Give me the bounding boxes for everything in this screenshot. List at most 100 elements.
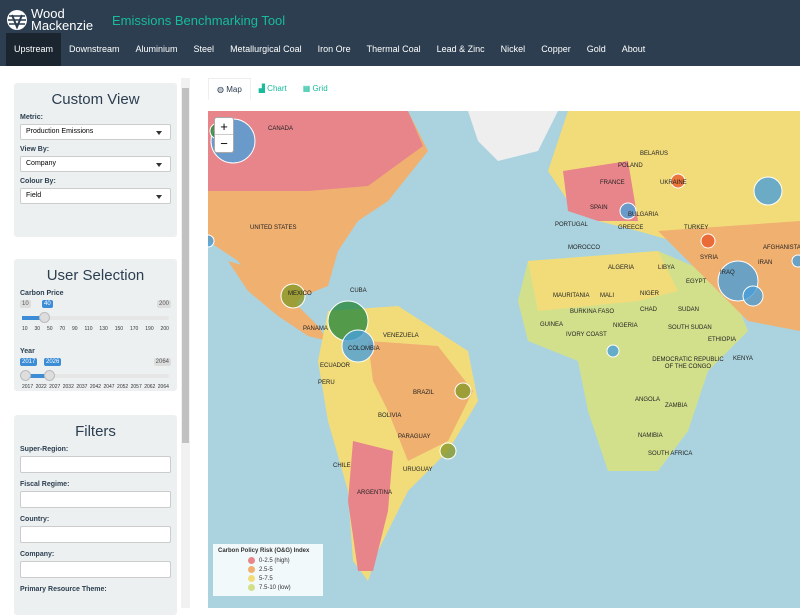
app-title: Emissions Benchmarking Tool xyxy=(112,13,286,28)
logo[interactable]: Wood Mackenzie xyxy=(6,6,93,32)
filter-input[interactable] xyxy=(20,491,171,508)
logo-text: Wood xyxy=(31,6,65,21)
country-label: SUDAN xyxy=(678,307,700,313)
slider-from: 2017 xyxy=(20,358,38,366)
sidebar-scrollbar[interactable] xyxy=(181,78,190,608)
country-label: MEXICO xyxy=(288,291,312,297)
map[interactable]: + − CANADA UNITED STATES MEXICO CUBA VENEZUE… xyxy=(208,111,800,608)
slider-min: 10 xyxy=(20,300,31,308)
slider-ticks: 10 30 50 70 90 110 130 150 170 190 200 xyxy=(22,326,169,332)
country-label: IRAQ xyxy=(720,270,735,276)
legend-label: 7.5-10 (low) xyxy=(259,584,291,591)
year-slider[interactable]: 2017 2026 2064 2017 2022 2027 2032 2037 2042 2… xyxy=(20,358,171,402)
carbon-price-slider[interactable]: 10 40 200 10 30 50 70 90 110 130 150 170 190 200 xyxy=(20,300,171,344)
tick-label: 2037 xyxy=(76,384,88,390)
sidebar: Custom View Metric: Production Emissions… xyxy=(0,66,192,615)
legend-swatch xyxy=(248,566,255,573)
emissions-bubble[interactable] xyxy=(742,285,764,307)
nav-metallurgical-coal[interactable]: Metallurgical Coal xyxy=(230,44,302,54)
colour-by-select[interactable]: Field xyxy=(20,188,171,204)
nav-gold[interactable]: Gold xyxy=(586,44,606,54)
tab-chart[interactable]: ▟ Chart xyxy=(251,78,295,100)
tick-label: 130 xyxy=(99,326,108,332)
country-label: NIGERIA xyxy=(613,323,638,329)
country-label: UKRAINE xyxy=(660,180,687,186)
tick-label: 190 xyxy=(145,326,154,332)
slider-to: 2026 xyxy=(44,358,62,366)
slider-ticks: 2017 2022 2027 2032 2037 2042 2047 2052 2057 2062… xyxy=(22,384,169,390)
tick-label: 170 xyxy=(129,326,139,332)
country-label: SOUTH SUDAN xyxy=(668,325,712,331)
country-label: LIBYA xyxy=(658,265,675,271)
tab-map[interactable]: ◍ Map xyxy=(208,78,251,100)
slider-fill xyxy=(26,374,50,378)
zoom-out-button[interactable]: − xyxy=(220,136,228,151)
scrollbar-thumb[interactable] xyxy=(182,88,189,443)
view-by-label: View By: xyxy=(20,146,50,153)
globe-icon: ◍ xyxy=(217,85,224,94)
view-tabs: ◍ Map ▟ Chart ▦ Grid xyxy=(208,78,336,100)
greenland xyxy=(468,111,558,161)
nav-nickel[interactable]: Nickel xyxy=(500,44,526,54)
filter-input[interactable] xyxy=(20,526,171,543)
emissions-bubble[interactable] xyxy=(208,234,215,248)
emissions-bubble[interactable] xyxy=(619,202,637,220)
year-label: Year xyxy=(20,348,35,355)
emissions-bubble[interactable] xyxy=(341,329,375,363)
panel-title: Custom View xyxy=(51,91,140,108)
tick-label: 2047 xyxy=(103,384,115,390)
emissions-bubble[interactable] xyxy=(753,176,783,206)
tick-label: 30 xyxy=(34,326,41,332)
nav-lead-zinc[interactable]: Lead & Zinc xyxy=(436,44,485,54)
brazil xyxy=(368,341,473,461)
tab-label: Grid xyxy=(312,84,328,93)
tick-label: 2052 xyxy=(117,384,129,390)
legend-label: 5-7.5 xyxy=(259,575,273,582)
tick-label: 110 xyxy=(84,326,93,332)
nav-iron-ore[interactable]: Iron Ore xyxy=(317,44,351,54)
emissions-bubble[interactable] xyxy=(454,382,472,400)
nav-steel[interactable]: Steel xyxy=(193,44,215,54)
nav-copper[interactable]: Copper xyxy=(541,44,571,54)
legend-item: 7.5-10 (low) xyxy=(248,583,318,592)
country-label: CANADA xyxy=(268,126,294,132)
filter-input[interactable] xyxy=(20,561,171,578)
country-label: FRANCE xyxy=(600,180,625,186)
slider-max: 2064 xyxy=(153,358,171,366)
country-label: ECUADOR xyxy=(320,363,351,369)
table-icon: ▦ xyxy=(302,84,311,93)
slider-handle-to[interactable] xyxy=(43,370,55,381)
country-label: DEMOCRATIC REPUBLIC OF THE CONGO xyxy=(652,357,724,370)
country-label: ZAMBIA xyxy=(665,403,688,409)
tab-grid[interactable]: ▦ Grid xyxy=(295,78,336,100)
tick-label: 2017 xyxy=(22,384,34,390)
slider-handle[interactable] xyxy=(39,312,51,323)
emissions-bubble[interactable] xyxy=(280,283,306,309)
emissions-bubble[interactable] xyxy=(670,173,686,189)
map-canvas xyxy=(208,111,800,581)
emissions-bubble[interactable] xyxy=(439,442,457,460)
slider-handle-from[interactable] xyxy=(20,370,31,381)
nav-about[interactable]: About xyxy=(621,44,646,54)
country-label: GUINEA xyxy=(540,322,564,328)
nav-thermal-coal[interactable]: Thermal Coal xyxy=(366,44,421,54)
country-label: ALGERIA xyxy=(608,265,635,271)
nav-aluminium[interactable]: Aluminium xyxy=(135,44,178,54)
country-label: CUBA xyxy=(350,288,367,294)
view-by-select[interactable]: Company xyxy=(20,156,171,172)
emissions-bubble[interactable] xyxy=(791,254,800,268)
metric-select[interactable]: Production Emissions xyxy=(20,124,171,140)
zoom-in-button[interactable]: + xyxy=(215,118,233,135)
tick-label: 50 xyxy=(47,326,53,332)
nav-downstream[interactable]: Downstream xyxy=(69,44,120,54)
country-label: CHAD xyxy=(640,307,658,313)
tick-label: 2032 xyxy=(62,384,74,390)
tick-label: 2022 xyxy=(35,384,47,390)
north-africa xyxy=(528,251,678,311)
emissions-bubble[interactable] xyxy=(700,233,716,249)
custom-view-panel: Custom View Metric: Production Emissions… xyxy=(14,83,177,237)
slider-fill xyxy=(22,316,46,320)
nav-upstream[interactable]: Upstream xyxy=(6,33,62,66)
filter-input[interactable] xyxy=(20,456,171,473)
emissions-bubble[interactable] xyxy=(606,344,620,358)
